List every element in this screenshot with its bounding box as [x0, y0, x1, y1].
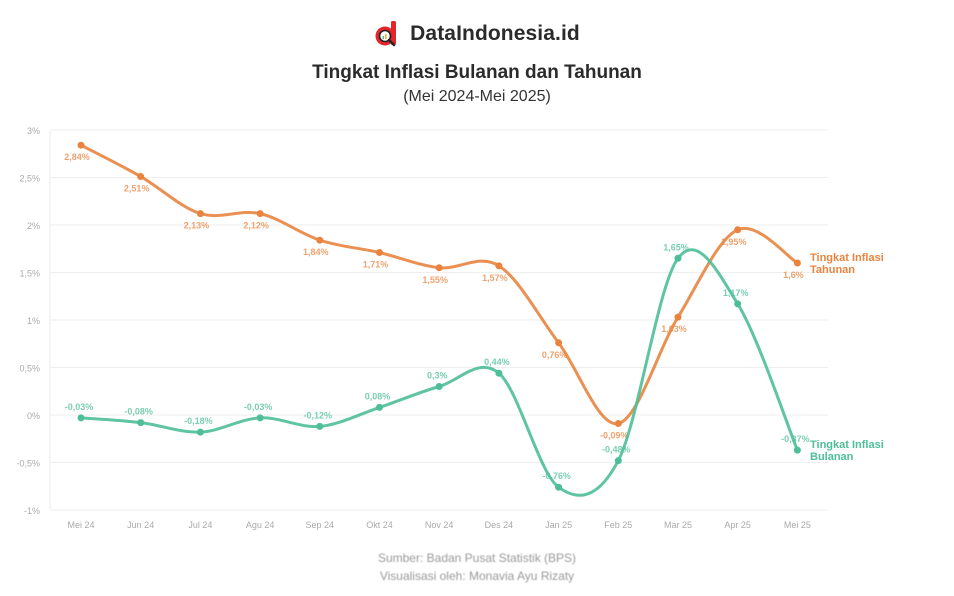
data-label: 1,71%: [363, 260, 389, 270]
data-label: -0,37%: [781, 434, 810, 444]
data-label: -0,18%: [184, 416, 213, 426]
data-point[interactable]: [793, 446, 801, 454]
data-label: -0,48%: [602, 445, 631, 455]
data-point[interactable]: [435, 264, 443, 272]
x-tick-label: Mei 25: [784, 520, 811, 530]
data-point[interactable]: [137, 419, 145, 427]
data-point[interactable]: [376, 249, 383, 257]
series-monthly: -0,03% -0,08% -0,18% -0,03% -0,12% 0,08% 0,3% 0…: [65, 242, 884, 497]
x-tick-label: Jun 24: [127, 520, 154, 530]
x-tick-label: Jul 24: [188, 520, 212, 530]
data-point[interactable]: [734, 226, 742, 234]
y-tick-label: 1,5%: [19, 269, 40, 279]
x-tick-label: Okt 24: [366, 520, 393, 530]
data-point[interactable]: [435, 383, 443, 390]
data-label: 1,65%: [663, 242, 689, 252]
chart-subtitle: (Mei 2024-Mei 2025): [403, 88, 551, 105]
x-tick-label: Sep 24: [306, 520, 335, 530]
data-point[interactable]: [196, 428, 204, 436]
data-point[interactable]: [77, 414, 85, 422]
data-point[interactable]: [555, 339, 563, 347]
data-label: -0,08%: [124, 407, 153, 417]
data-point[interactable]: [674, 313, 682, 321]
x-tick-label: Mar 25: [664, 520, 692, 530]
data-label: 2,12%: [243, 221, 269, 231]
x-tick-label: Des 24: [485, 520, 514, 530]
y-tick-label: 2,5%: [19, 174, 40, 184]
x-tick-label: Feb 25: [604, 520, 632, 530]
data-point[interactable]: [196, 210, 204, 218]
data-label: -0,76%: [542, 471, 571, 481]
data-label: 1,57%: [482, 273, 508, 283]
data-label: 1,55%: [422, 275, 448, 285]
series-legend-label: Tingkat Inflasi Bulanan: [810, 439, 884, 463]
y-tick-label: 3%: [27, 126, 40, 136]
data-point[interactable]: [555, 483, 563, 491]
y-tick-label: 0,5%: [19, 364, 40, 374]
brand-header: DataIndonesia.id: [0, 20, 954, 48]
data-label: -0,12%: [304, 410, 333, 420]
data-label: 1,17%: [723, 288, 749, 298]
data-point[interactable]: [316, 422, 324, 430]
data-label: 0,08%: [365, 391, 391, 401]
x-tick-label: Mei 24: [67, 520, 94, 530]
data-point[interactable]: [734, 300, 742, 308]
x-tick-label: Nov 24: [425, 520, 454, 530]
y-tick-label: -0,5%: [16, 459, 40, 469]
y-tick-label: 2%: [27, 221, 40, 231]
x-tick-label: Jan 25: [545, 520, 572, 530]
data-label: 0,76%: [542, 350, 568, 360]
data-point[interactable]: [316, 236, 324, 244]
series-legend-label: Tingkat Inflasi Tahunan: [810, 252, 884, 276]
data-point[interactable]: [495, 262, 503, 270]
brand-name: DataIndonesia.id: [410, 22, 580, 45]
data-label: 0,3%: [427, 371, 448, 381]
credit-note: Visualisasi oleh: Monavia Ayu Rizaty: [379, 569, 575, 583]
data-point[interactable]: [376, 403, 383, 411]
chart-title: Tingkat Inflasi Bulanan dan Tahunan: [312, 62, 642, 83]
data-label: 1,6%: [783, 270, 804, 280]
data-point[interactable]: [137, 173, 145, 181]
y-tick-label: 1%: [27, 316, 40, 326]
data-point[interactable]: [256, 210, 264, 218]
data-label: 2,84%: [64, 152, 90, 162]
data-label: -0,03%: [65, 402, 94, 412]
data-label: 2,13%: [184, 221, 210, 231]
source-note: Sumber: Badan Pusat Statistik (BPS): [377, 551, 577, 565]
data-point[interactable]: [614, 420, 622, 428]
y-axis: 3% 2,5% 2% 1,5% 1% 0,5% 0% -0,5% -1%: [16, 126, 828, 516]
data-label: 0,44%: [484, 357, 510, 367]
data-point[interactable]: [793, 259, 801, 267]
y-tick-label: -1%: [24, 506, 40, 516]
data-point[interactable]: [614, 457, 622, 465]
data-point[interactable]: [495, 369, 503, 377]
x-tick-label: Agu 24: [246, 520, 275, 530]
data-label: -0,03%: [244, 402, 273, 412]
data-label: -0,09%: [600, 431, 629, 441]
data-point[interactable]: [256, 414, 264, 422]
data-point[interactable]: [77, 141, 85, 149]
y-tick-label: 0%: [27, 411, 40, 421]
data-label: 2,51%: [124, 184, 150, 194]
data-label: 1,95%: [721, 237, 747, 247]
data-label: 1,03%: [661, 324, 687, 334]
data-point[interactable]: [674, 254, 682, 262]
x-tick-label: Apr 25: [724, 520, 751, 530]
x-axis: Mei 24 Jun 24 Jul 24 Agu 24 Sep 24 Okt 24 Nov …: [67, 520, 810, 530]
series-annual: 2,84% 2,51% 2,13% 2,12% 1,84% 1,71% 1,55% 1,57%…: [64, 141, 884, 441]
dataindonesia-logo-icon: [375, 21, 397, 47]
data-label: 1,84%: [303, 247, 329, 257]
